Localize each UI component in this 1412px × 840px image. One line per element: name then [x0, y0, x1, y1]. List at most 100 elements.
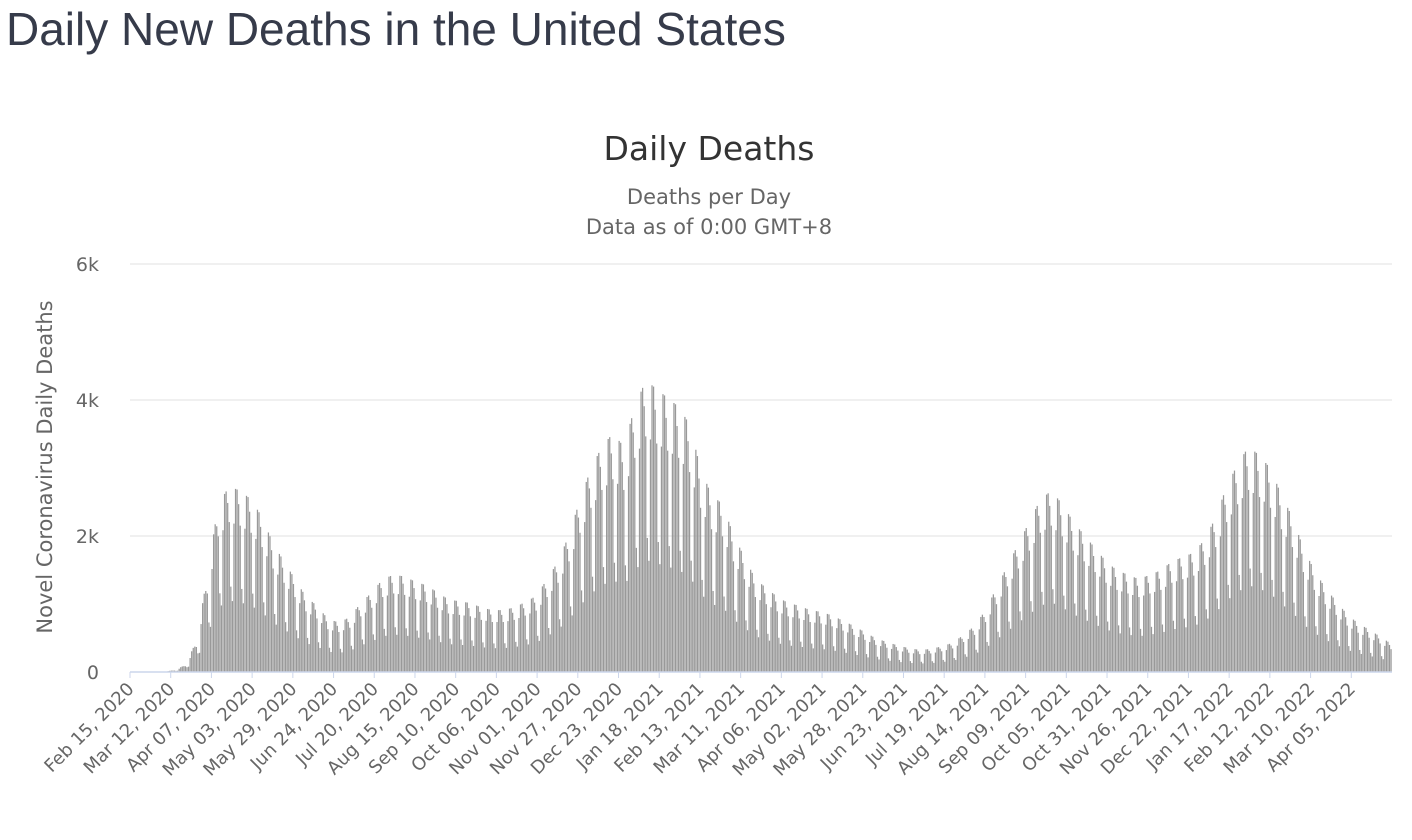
bar[interactable] — [1246, 466, 1248, 672]
bar[interactable] — [316, 618, 318, 672]
bar[interactable] — [955, 659, 957, 672]
bar[interactable] — [1083, 561, 1085, 672]
bar[interactable] — [1323, 592, 1325, 672]
bar[interactable] — [277, 574, 279, 672]
bar[interactable] — [642, 387, 644, 672]
bar[interactable] — [894, 644, 896, 672]
bar[interactable] — [911, 663, 913, 672]
bar[interactable] — [222, 530, 224, 672]
bar[interactable] — [1002, 575, 1004, 672]
bar[interactable] — [220, 605, 223, 672]
bar[interactable] — [396, 634, 398, 672]
bar[interactable] — [551, 590, 553, 672]
bar[interactable] — [212, 534, 215, 672]
bar[interactable] — [804, 608, 807, 672]
bar[interactable] — [272, 568, 274, 672]
bar[interactable] — [441, 610, 443, 672]
bar[interactable] — [521, 603, 523, 672]
bar[interactable] — [1039, 532, 1041, 672]
bar[interactable] — [512, 612, 514, 672]
bar[interactable] — [292, 583, 295, 672]
bar[interactable] — [1276, 483, 1278, 672]
bar[interactable] — [800, 641, 802, 672]
bar[interactable] — [934, 652, 937, 672]
bar[interactable] — [607, 439, 609, 672]
bar[interactable] — [1152, 634, 1154, 672]
bar[interactable] — [382, 597, 384, 672]
bar[interactable] — [410, 579, 412, 672]
bar[interactable] — [565, 542, 567, 672]
bar[interactable] — [784, 601, 786, 672]
bar[interactable] — [823, 649, 825, 672]
bar[interactable] — [762, 585, 764, 672]
bar[interactable] — [402, 583, 404, 672]
bar[interactable] — [635, 547, 637, 672]
bar[interactable] — [665, 417, 667, 672]
bar[interactable] — [200, 624, 202, 672]
bar[interactable] — [394, 627, 396, 672]
bar[interactable] — [662, 394, 664, 672]
bar[interactable] — [1376, 634, 1378, 672]
bar[interactable] — [1085, 609, 1087, 672]
bar[interactable] — [1028, 550, 1030, 672]
bar[interactable] — [919, 654, 921, 672]
bar[interactable] — [699, 507, 702, 672]
bar[interactable] — [703, 596, 705, 672]
bar[interactable] — [944, 661, 946, 672]
bar[interactable] — [1366, 632, 1369, 672]
bar[interactable] — [826, 613, 829, 672]
bar[interactable] — [1241, 498, 1243, 672]
bar[interactable] — [270, 550, 273, 672]
bar[interactable] — [380, 588, 382, 672]
bar[interactable] — [352, 649, 354, 672]
bar[interactable] — [1332, 597, 1334, 672]
bar[interactable] — [745, 620, 747, 672]
bar[interactable] — [613, 562, 616, 672]
bar[interactable] — [479, 611, 481, 672]
bar[interactable] — [532, 597, 534, 672]
bar[interactable] — [1199, 545, 1201, 672]
bar[interactable] — [529, 613, 531, 672]
bar[interactable] — [876, 656, 879, 672]
bar[interactable] — [652, 386, 655, 672]
bar[interactable] — [375, 603, 378, 672]
bar[interactable] — [374, 639, 376, 672]
bar[interactable] — [1050, 525, 1052, 672]
bar[interactable] — [897, 650, 899, 672]
bar[interactable] — [1150, 626, 1153, 672]
bar[interactable] — [571, 615, 573, 672]
bar[interactable] — [1268, 482, 1270, 672]
bar[interactable] — [815, 611, 818, 672]
bar[interactable] — [366, 596, 368, 672]
bar[interactable] — [742, 563, 744, 672]
bar[interactable] — [732, 561, 735, 672]
bar[interactable] — [306, 637, 309, 672]
bar[interactable] — [408, 596, 410, 672]
bar[interactable] — [945, 650, 948, 672]
bar[interactable] — [983, 616, 985, 672]
bar[interactable] — [198, 652, 201, 672]
bar[interactable] — [1354, 620, 1356, 672]
bar[interactable] — [211, 568, 213, 672]
bar[interactable] — [847, 632, 849, 672]
bar[interactable] — [806, 608, 808, 672]
bar[interactable] — [338, 632, 340, 672]
bar[interactable] — [371, 607, 373, 672]
bar[interactable] — [970, 628, 973, 672]
bar[interactable] — [1233, 470, 1236, 672]
bar[interactable] — [900, 662, 902, 672]
bar[interactable] — [505, 647, 508, 672]
bar[interactable] — [884, 643, 886, 672]
bar[interactable] — [931, 661, 933, 672]
bar[interactable] — [544, 588, 547, 672]
bar[interactable] — [1190, 553, 1192, 672]
bar[interactable] — [187, 666, 190, 672]
bar[interactable] — [864, 639, 866, 672]
bar[interactable] — [748, 586, 750, 672]
bar[interactable] — [233, 523, 235, 672]
bar[interactable] — [238, 504, 240, 672]
bar[interactable] — [267, 532, 270, 672]
bar[interactable] — [1074, 603, 1076, 672]
bar[interactable] — [1290, 526, 1292, 672]
bar[interactable] — [1121, 591, 1123, 672]
